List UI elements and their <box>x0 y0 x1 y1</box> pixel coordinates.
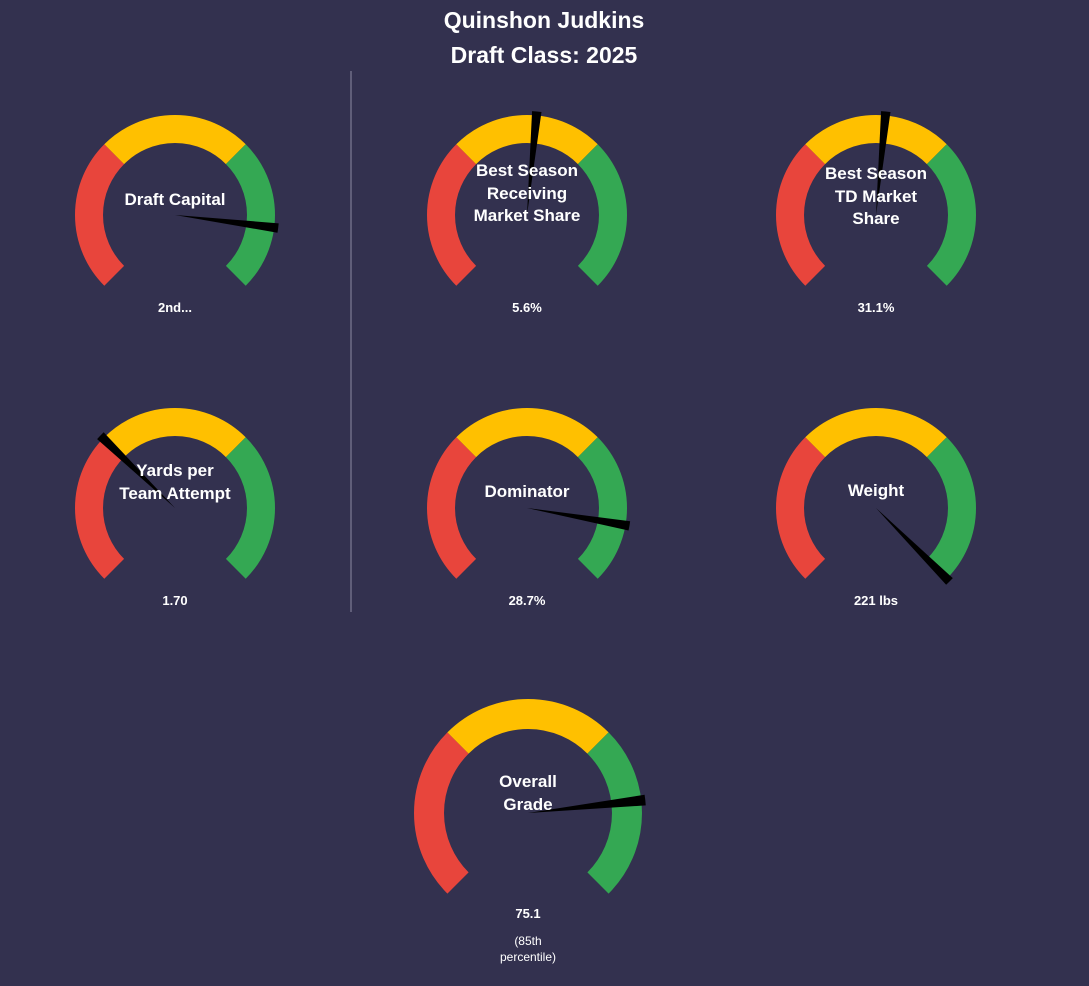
gauge-title: TD Market <box>835 187 918 206</box>
gauge-value-label: 221 lbs <box>854 593 898 608</box>
gauge-band-mid <box>456 408 598 458</box>
gauge: Draft Capital 2nd... <box>75 115 279 315</box>
gauge-title: Receiving <box>487 184 567 203</box>
gauge-band-mid <box>805 115 947 165</box>
gauge-title: Market Share <box>474 206 581 225</box>
gauge-needle <box>97 432 175 508</box>
gauge-needle <box>876 111 891 215</box>
gauge-band-mid <box>447 699 609 754</box>
gauge-needle <box>527 111 542 215</box>
gauge-note: (85th <box>514 934 541 948</box>
gauge-band-good <box>926 437 976 579</box>
gauge-title: Weight <box>848 481 905 500</box>
gauge-band-good <box>577 144 627 286</box>
gauge-band-mid <box>456 115 598 165</box>
gauge-needle <box>527 508 631 531</box>
gauge-title: Yards per <box>136 461 214 480</box>
gauge-band-bad <box>75 437 125 579</box>
gauge-band-bad <box>776 144 826 286</box>
gauge-band-bad <box>427 144 477 286</box>
gauge-band-bad <box>776 437 826 579</box>
gauge-needle <box>876 508 953 585</box>
gauge-title: Overall <box>499 772 557 791</box>
gauge-value-label: 5.6% <box>512 300 542 315</box>
gauge-band-good <box>225 144 275 286</box>
gauge-title: Team Attempt <box>119 484 231 503</box>
gauge-title: Draft Capital <box>124 190 225 209</box>
gauge-band-good <box>577 437 627 579</box>
gauge-band-bad <box>427 437 477 579</box>
player-name-title: Quinshon Judkins <box>444 7 645 33</box>
gauge-title: Best Season <box>825 164 927 183</box>
gauge: Weight 221 lbs <box>776 408 976 608</box>
gauge-title: Dominator <box>485 482 570 501</box>
gauge: Dominator 28.7% <box>427 408 631 608</box>
gauge-value-label: 2nd... <box>158 300 192 315</box>
gauge-needle <box>528 794 646 813</box>
draft-class-title: Draft Class: 2025 <box>451 42 638 68</box>
gauge-value-label: 75.1 <box>515 906 540 921</box>
gauge-title: Share <box>852 209 899 228</box>
gauge-band-good <box>926 144 976 286</box>
gauge-note: percentile) <box>500 950 556 964</box>
gauge: Yards per Team Attempt 1.70 <box>75 408 275 608</box>
gauge-band-good <box>587 732 642 894</box>
gauge-band-mid <box>104 408 246 458</box>
gauge-band-bad <box>414 732 469 894</box>
gauges-group: Draft Capital 2nd... Best Season Receiving M… <box>75 111 976 964</box>
gauge: Overall Grade 75.1 (85th percentile) <box>414 699 646 964</box>
gauge-band-good <box>225 437 275 579</box>
gauge-band-bad <box>75 144 125 286</box>
gauge-band-mid <box>104 115 246 165</box>
gauge-needle <box>175 215 279 233</box>
gauge: Best Season TD Market Share 31.1% <box>776 111 976 315</box>
gauge-title: Best Season <box>476 161 578 180</box>
gauge-value-label: 1.70 <box>162 593 187 608</box>
gauge-value-label: 28.7% <box>509 593 546 608</box>
gauge-title: Grade <box>503 795 552 814</box>
gauge-band-mid <box>805 408 947 458</box>
gauge: Best Season Receiving Market Share 5.6% <box>427 111 627 315</box>
gauge-value-label: 31.1% <box>858 300 895 315</box>
